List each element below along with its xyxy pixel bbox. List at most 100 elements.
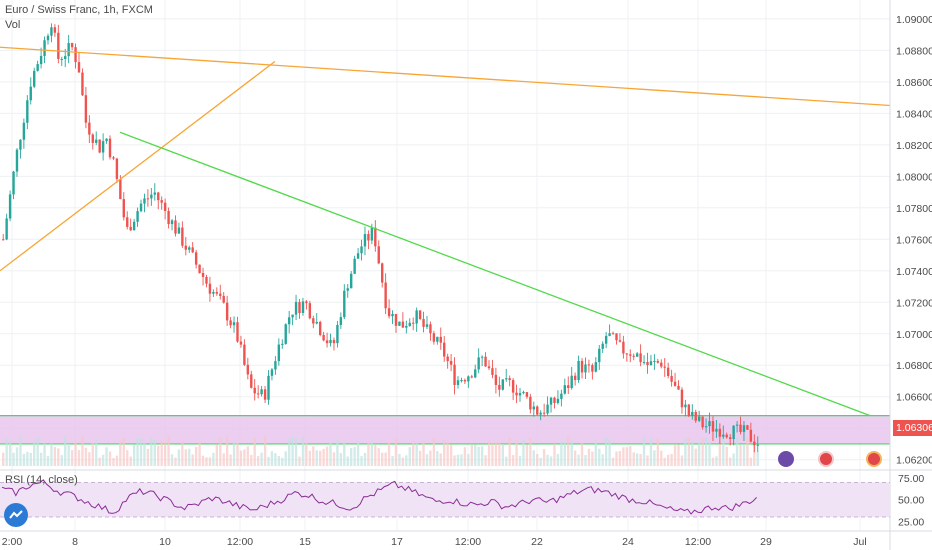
candle-body: [126, 217, 129, 227]
candle-body: [460, 380, 463, 382]
candle-body: [653, 360, 656, 362]
volume-bar: [43, 443, 46, 466]
volume-bar: [546, 454, 549, 466]
volume-bar: [639, 454, 642, 466]
candle-body: [735, 424, 739, 426]
candle-body: [153, 192, 156, 195]
price-tick-label: 1.06600: [896, 392, 932, 404]
candle-body: [739, 424, 742, 432]
candle-body: [594, 362, 598, 372]
volume-bar: [246, 446, 250, 466]
volume-bar: [74, 441, 77, 466]
candle-body: [529, 396, 532, 410]
candle-body: [150, 194, 153, 199]
volume-bar: [425, 454, 429, 466]
volume-bar: [256, 456, 260, 466]
candle-body: [453, 364, 456, 386]
volume-bar: [381, 452, 384, 466]
candle-body: [115, 158, 119, 180]
volume-bar: [677, 444, 680, 466]
candle-body: [553, 397, 556, 403]
candle-body: [718, 428, 722, 437]
candle-body: [43, 40, 46, 56]
candle-body: [60, 58, 63, 60]
candle-body: [649, 361, 653, 366]
volume-bar: [587, 448, 591, 466]
volume-bar: [718, 444, 722, 466]
time-tick-label: 10: [159, 536, 171, 548]
candle-body: [88, 122, 91, 135]
volume-bar: [560, 441, 563, 466]
volume-bar: [101, 454, 105, 466]
volume-bar: [26, 451, 29, 466]
volume-bar: [95, 439, 98, 466]
candle-body: [194, 252, 198, 265]
candle-body: [498, 384, 501, 390]
trendline-green: [119, 131, 871, 417]
volume-bar: [212, 452, 215, 466]
volume-bar: [370, 440, 374, 466]
candle-body: [487, 366, 491, 369]
volume-bar: [119, 441, 122, 466]
candle-body: [232, 322, 236, 326]
candle-body: [322, 334, 325, 341]
candle-body: [208, 283, 212, 294]
candle-body: [429, 324, 432, 334]
candle-body: [391, 314, 394, 317]
volume-bar: [346, 456, 349, 466]
volume-bar: [732, 453, 735, 466]
last-price-tag: 1.06306: [893, 420, 932, 436]
event-badge-1[interactable]: [778, 451, 794, 467]
volume-bar: [136, 438, 139, 466]
event-badge-2[interactable]: [818, 451, 834, 467]
candle-body: [29, 86, 32, 101]
volume-bar: [315, 450, 318, 466]
volume-bar: [511, 455, 515, 466]
volume-bar: [691, 440, 694, 466]
volume-bar: [611, 457, 615, 466]
candle-body: [332, 340, 336, 344]
trendline-orange: [0, 46, 891, 107]
candle-body: [446, 356, 449, 362]
candle-body: [246, 364, 250, 375]
volume-bar: [525, 444, 529, 466]
candle-body: [201, 273, 205, 277]
volume-bar: [91, 442, 94, 466]
candle-body: [360, 246, 363, 254]
volume-bar: [449, 444, 453, 466]
event-badge-3[interactable]: [866, 451, 882, 467]
volume-bar: [580, 442, 584, 466]
candle-body: [573, 375, 577, 381]
candles: [2, 23, 759, 453]
candle-body: [591, 365, 594, 372]
candle-body: [677, 385, 680, 390]
volume-bar: [374, 445, 377, 466]
candle-body: [680, 389, 684, 408]
candle-body: [501, 379, 504, 390]
candle-body: [181, 227, 184, 246]
price-tick-label: 1.07400: [896, 266, 932, 278]
volume-bar: [153, 439, 156, 466]
volume-bar: [122, 437, 125, 466]
volume-bar: [615, 451, 618, 466]
candle-body: [160, 200, 163, 203]
candle-body: [484, 356, 487, 367]
time-tick-label: 8: [72, 536, 78, 548]
price-tick-label: 1.08200: [896, 140, 932, 152]
volume-bar: [308, 450, 312, 466]
candle-body: [336, 324, 339, 344]
candle-body: [222, 295, 225, 303]
volume-bar: [598, 448, 601, 466]
candle-body: [139, 203, 143, 212]
candle-body: [615, 333, 618, 341]
candle-body: [36, 64, 39, 71]
candle-body: [157, 192, 160, 201]
volume-bar: [50, 443, 53, 466]
candle-body: [539, 412, 542, 415]
volume-bar: [443, 440, 446, 466]
candle-body: [26, 100, 29, 123]
price-tick-label: 1.07200: [896, 297, 932, 309]
volume-bar: [2, 452, 5, 466]
candle-body: [284, 324, 287, 344]
